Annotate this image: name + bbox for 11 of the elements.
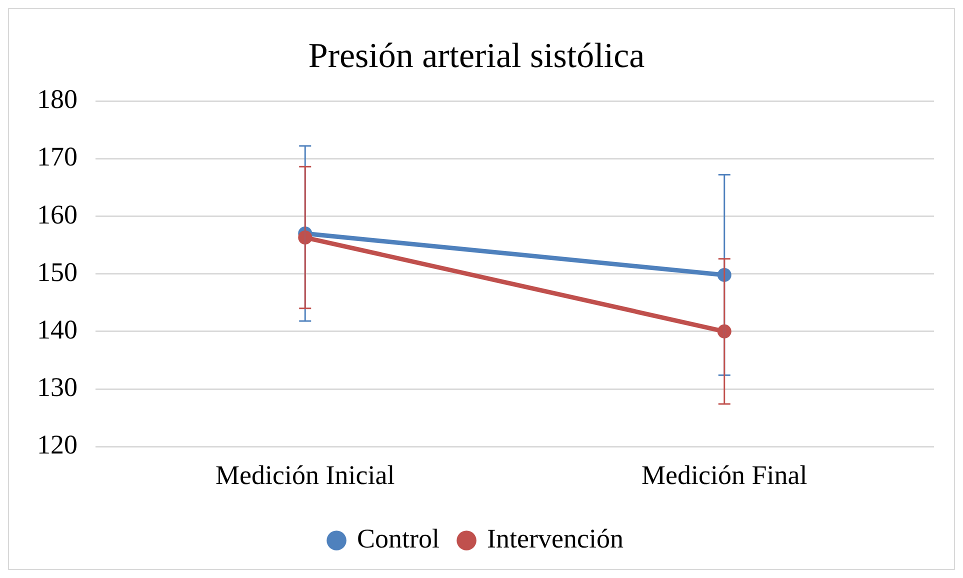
- legend-label: Control: [357, 524, 440, 554]
- y-tick-label: 120: [37, 430, 78, 460]
- y-tick-label: 130: [37, 372, 78, 402]
- y-tick-label: 170: [37, 142, 78, 172]
- x-tick-label: Medición Inicial: [216, 460, 395, 490]
- y-tick-label: 160: [37, 199, 78, 230]
- y-tick-label: 140: [37, 314, 78, 344]
- y-tick-label: 150: [37, 256, 78, 287]
- y-tick-label: 180: [37, 84, 78, 114]
- chart-title: Presión arterial sistólica: [308, 36, 646, 76]
- x-tick-label: Medición Final: [642, 460, 808, 490]
